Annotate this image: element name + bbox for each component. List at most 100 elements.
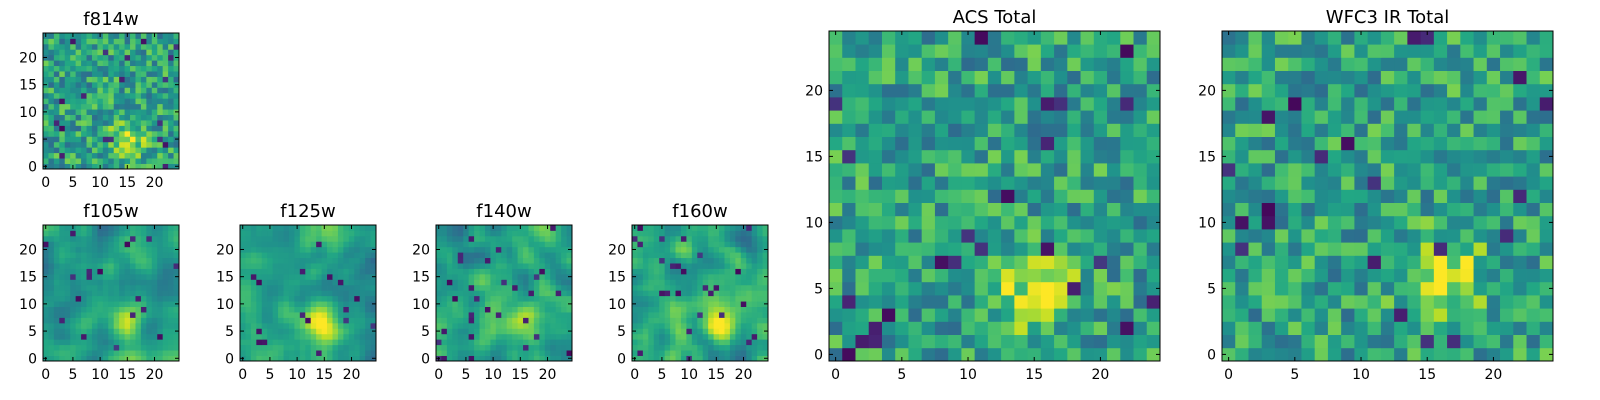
heatmap-cell [697, 230, 704, 237]
heatmap-cell [250, 257, 257, 264]
heatmap-cell [708, 317, 714, 324]
heatmap-cell [680, 317, 687, 324]
heatmap-cell [1486, 44, 1501, 58]
heatmap-cell [81, 317, 87, 324]
heatmap-cell [719, 263, 725, 269]
heatmap-cell [140, 241, 147, 248]
heatmap-cell [757, 306, 763, 313]
heatmap-cell [168, 290, 174, 297]
heatmap-cell [343, 344, 350, 351]
heatmap-cell [1093, 308, 1108, 322]
heatmap-cell [157, 350, 164, 356]
heatmap-cell [250, 235, 257, 242]
heatmap-cell [272, 322, 279, 329]
heatmap-cell [1001, 70, 1015, 85]
heatmap-cell [310, 295, 317, 302]
heatmap-cell [566, 235, 573, 242]
heatmap-cells [43, 33, 180, 170]
heatmap-cell [168, 136, 174, 143]
heatmap-cell [250, 273, 257, 280]
heatmap-cell [664, 355, 671, 362]
heatmap-cell [664, 295, 671, 302]
heatmap-cell [1067, 44, 1081, 58]
heatmap-cell [151, 257, 158, 264]
heatmap-cell [544, 317, 551, 324]
heatmap-cell [354, 317, 361, 324]
heatmap-cell [59, 152, 66, 159]
heatmap-cell [987, 334, 1002, 349]
heatmap-cell [135, 152, 142, 159]
heatmap-cell [523, 350, 529, 356]
heatmap-cell [1327, 110, 1342, 124]
heatmap-cell [43, 71, 49, 77]
heatmap-cell [1222, 189, 1236, 203]
heatmap-cell [463, 257, 470, 264]
heatmap-cell [240, 279, 246, 286]
heatmap-cell [523, 279, 529, 286]
heatmap-cell [261, 257, 268, 264]
heatmap-cell [53, 120, 60, 126]
heatmap-cell [1133, 83, 1148, 98]
heatmap-cell [474, 322, 480, 329]
heatmap-cell [97, 158, 104, 164]
heatmap-cell [490, 333, 497, 340]
heatmap-cell [173, 312, 180, 318]
heatmap-cell [441, 344, 448, 351]
heatmap-cell [91, 43, 98, 50]
heatmap-cell [348, 344, 355, 351]
heatmap-cell [305, 306, 312, 313]
heatmap-cell [146, 279, 153, 286]
heatmap-cell [757, 290, 763, 297]
heatmap-cell [1001, 321, 1015, 335]
heatmap-cell [436, 322, 442, 329]
heatmap-cell [533, 350, 540, 356]
heatmap-cell [1120, 70, 1134, 85]
heatmap-cell [1248, 242, 1263, 256]
heatmap-cell [135, 273, 142, 280]
heatmap-cell [130, 103, 136, 110]
heatmap-cell [1067, 149, 1081, 164]
heatmap-cell [1301, 57, 1316, 71]
heatmap-cell [1027, 347, 1042, 362]
heatmap-cell [113, 295, 120, 302]
heatmap-cell [173, 235, 180, 242]
heatmap-cell [1107, 44, 1121, 58]
heatmap-cell [528, 257, 535, 264]
heatmap-cell [332, 257, 339, 264]
heatmap-cell [961, 44, 976, 58]
heatmap-cell [1486, 57, 1501, 71]
heatmap-cell [1133, 281, 1148, 296]
heatmap-cell [523, 317, 529, 324]
heatmap-cell [1447, 242, 1461, 256]
heatmap-cell [113, 87, 120, 94]
heatmap-cell [97, 60, 104, 67]
heatmap-cell [81, 141, 87, 148]
heatmap-cell [168, 114, 174, 121]
heatmap-cell [762, 317, 769, 324]
heatmap-cell [283, 317, 290, 324]
y-tick-label: 15 [805, 149, 823, 165]
heatmap-cell [294, 257, 301, 264]
heatmap-cell [140, 76, 147, 83]
x-tick-label: 0 [434, 367, 443, 383]
heatmap-cell [1420, 57, 1435, 71]
heatmap-cell [648, 225, 655, 231]
heatmap-cell [501, 328, 508, 335]
heatmap-cell [81, 163, 87, 170]
heatmap-cell [1080, 31, 1095, 45]
heatmap-cell [162, 114, 169, 121]
heatmap-cell [457, 301, 464, 307]
heatmap-cell [490, 235, 497, 242]
heatmap-cell [724, 306, 731, 313]
heatmap-cell [53, 114, 60, 121]
y-tick-label: 0 [28, 351, 37, 367]
heatmap-cell [272, 284, 279, 291]
heatmap-cell [1054, 176, 1068, 190]
heatmap-cell [829, 176, 843, 190]
heatmap-cell [868, 149, 883, 164]
heatmap-cell [365, 339, 371, 346]
x-tick-label: 10 [959, 367, 977, 383]
heatmap-cell [670, 301, 676, 307]
heatmap-cell [124, 65, 131, 72]
heatmap-cell [86, 38, 93, 45]
